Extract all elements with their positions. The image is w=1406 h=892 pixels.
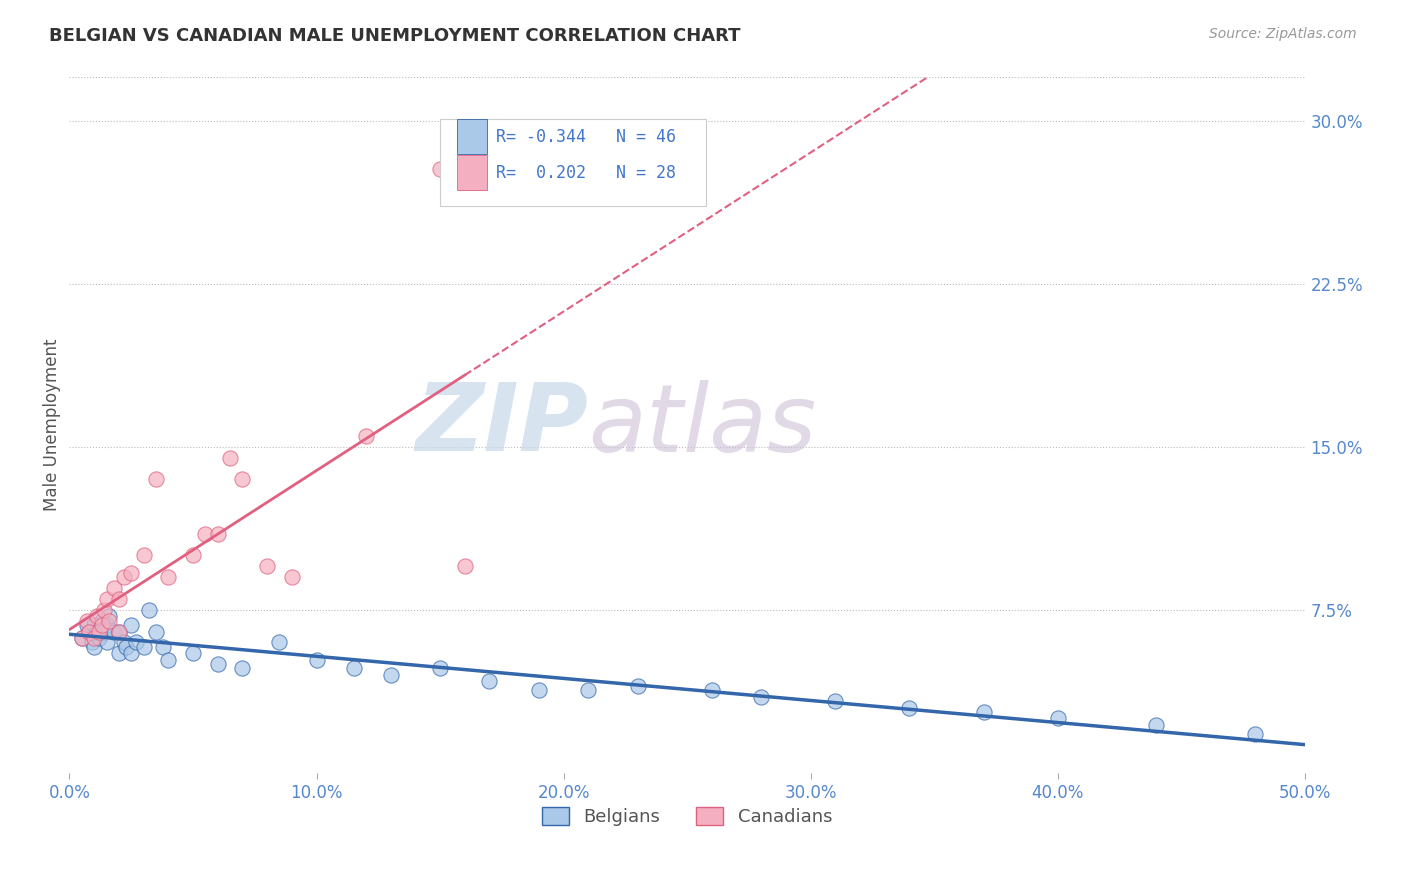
- Point: [108, 591, 131, 606]
- Point: [108, 624, 131, 639]
- Point: [145, 624, 167, 639]
- Point: [108, 624, 131, 639]
- Point: [77, 624, 100, 639]
- Point: [231, 661, 253, 675]
- Point: [103, 581, 125, 595]
- Legend: Belgians, Canadians: Belgians, Canadians: [534, 799, 839, 833]
- Point: [157, 570, 180, 584]
- Point: [93, 624, 115, 639]
- Text: Source: ZipAtlas.com: Source: ZipAtlas.com: [1209, 27, 1357, 41]
- Point: [98, 609, 121, 624]
- Y-axis label: Male Unemployment: Male Unemployment: [44, 339, 60, 511]
- Point: [96, 618, 118, 632]
- Point: [80, 635, 103, 649]
- Point: [120, 618, 142, 632]
- FancyBboxPatch shape: [457, 120, 486, 154]
- Point: [207, 526, 229, 541]
- Point: [380, 668, 402, 682]
- Text: R=  0.202   N = 28: R= 0.202 N = 28: [495, 164, 676, 182]
- FancyBboxPatch shape: [457, 155, 486, 190]
- Point: [98, 614, 121, 628]
- Point: [231, 472, 253, 486]
- Point: [700, 683, 723, 698]
- Point: [86, 624, 108, 639]
- Point: [194, 526, 217, 541]
- Point: [120, 566, 142, 580]
- Point: [478, 674, 501, 689]
- Point: [973, 705, 995, 719]
- Point: [354, 429, 377, 443]
- Point: [93, 603, 115, 617]
- FancyBboxPatch shape: [440, 120, 706, 206]
- Point: [527, 683, 550, 698]
- Point: [1146, 718, 1168, 732]
- Point: [207, 657, 229, 672]
- Point: [898, 700, 921, 714]
- Point: [454, 559, 477, 574]
- Point: [76, 614, 98, 628]
- Point: [138, 603, 160, 617]
- Point: [112, 570, 135, 584]
- Point: [70, 631, 93, 645]
- Point: [87, 624, 110, 639]
- Point: [256, 559, 278, 574]
- Text: atlas: atlas: [588, 380, 817, 471]
- Point: [87, 631, 110, 645]
- Point: [83, 631, 105, 645]
- Point: [145, 472, 167, 486]
- Point: [281, 570, 304, 584]
- Point: [77, 624, 100, 639]
- Point: [86, 609, 108, 624]
- Point: [90, 618, 112, 632]
- Point: [115, 640, 138, 654]
- Point: [429, 661, 451, 675]
- Point: [749, 690, 772, 704]
- Point: [96, 635, 118, 649]
- Point: [269, 635, 291, 649]
- Point: [132, 640, 155, 654]
- Point: [157, 653, 180, 667]
- Point: [125, 635, 148, 649]
- Point: [108, 646, 131, 660]
- Point: [824, 694, 846, 708]
- Point: [103, 624, 125, 639]
- Point: [219, 450, 242, 465]
- Point: [627, 679, 650, 693]
- Point: [1046, 711, 1069, 725]
- Point: [1244, 726, 1267, 740]
- Point: [305, 653, 328, 667]
- Point: [181, 646, 204, 660]
- Point: [112, 635, 135, 649]
- Point: [90, 614, 112, 628]
- Point: [132, 549, 155, 563]
- Point: [70, 631, 93, 645]
- Text: R= -0.344   N = 46: R= -0.344 N = 46: [495, 128, 676, 145]
- Point: [429, 161, 451, 176]
- Point: [83, 640, 105, 654]
- Point: [76, 618, 98, 632]
- Point: [83, 618, 105, 632]
- Point: [152, 640, 174, 654]
- Point: [576, 683, 599, 698]
- Text: BELGIAN VS CANADIAN MALE UNEMPLOYMENT CORRELATION CHART: BELGIAN VS CANADIAN MALE UNEMPLOYMENT CO…: [49, 27, 741, 45]
- Point: [96, 591, 118, 606]
- Point: [120, 646, 142, 660]
- Point: [342, 661, 364, 675]
- Text: ZIP: ZIP: [415, 379, 588, 471]
- Point: [181, 549, 204, 563]
